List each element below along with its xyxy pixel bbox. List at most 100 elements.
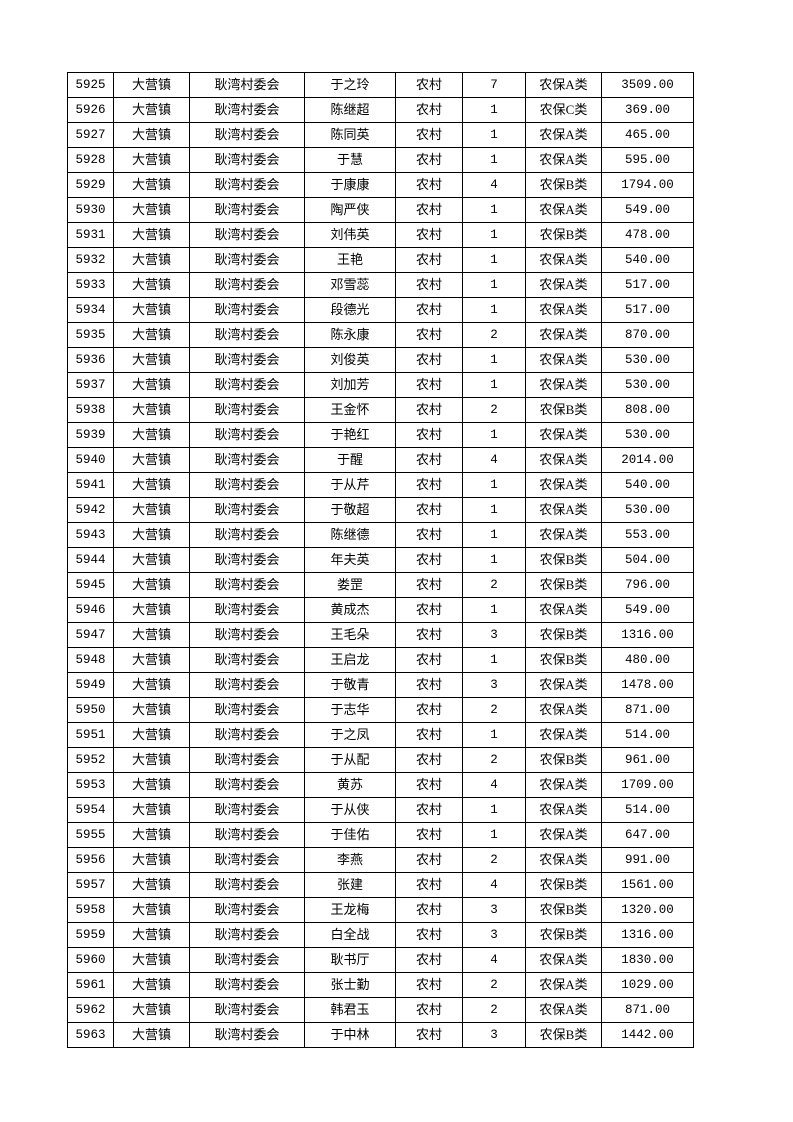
serial-number-cell: 5932 — [67, 247, 114, 273]
area-type-cell: 农村 — [395, 697, 463, 723]
household-size-cell: 1 — [462, 122, 526, 148]
serial-number-cell: 5938 — [67, 397, 114, 423]
town-cell: 大营镇 — [113, 797, 190, 823]
area-type-cell: 农村 — [395, 222, 463, 248]
household-size-cell: 1 — [462, 347, 526, 373]
amount-cell: 2014.00 — [601, 447, 694, 473]
table-row: 5942 大营镇 耿湾村委会 于敬超 农村 1 农保A类 530.00 — [67, 497, 694, 523]
insurance-category-cell: 农保A类 — [525, 822, 602, 848]
insurance-category-cell: 农保A类 — [525, 122, 602, 148]
amount-cell: 549.00 — [601, 197, 694, 223]
table-row: 5949 大营镇 耿湾村委会 于敬青 农村 3 农保A类 1478.00 — [67, 672, 694, 698]
name-cell: 于佳佑 — [304, 822, 396, 848]
table-row: 5961 大营镇 耿湾村委会 张士勤 农村 2 农保A类 1029.00 — [67, 972, 694, 998]
village-committee-cell: 耿湾村委会 — [189, 297, 305, 323]
table-row: 5933 大营镇 耿湾村委会 邓雪蕊 农村 1 农保A类 517.00 — [67, 272, 694, 298]
town-cell: 大营镇 — [113, 922, 190, 948]
table-row: 5954 大营镇 耿湾村委会 于从侠 农村 1 农保A类 514.00 — [67, 797, 694, 823]
household-size-cell: 1 — [462, 647, 526, 673]
name-cell: 于醒 — [304, 447, 396, 473]
town-cell: 大营镇 — [113, 622, 190, 648]
amount-cell: 595.00 — [601, 147, 694, 173]
table-row: 5939 大营镇 耿湾村委会 于艳红 农村 1 农保A类 530.00 — [67, 422, 694, 448]
household-size-cell: 1 — [462, 247, 526, 273]
table-row: 5960 大营镇 耿湾村委会 耿书厅 农村 4 农保A类 1830.00 — [67, 947, 694, 973]
name-cell: 于艳红 — [304, 422, 396, 448]
table-row: 5934 大营镇 耿湾村委会 段德光 农村 1 农保A类 517.00 — [67, 297, 694, 323]
household-size-cell: 1 — [462, 222, 526, 248]
village-committee-cell: 耿湾村委会 — [189, 797, 305, 823]
household-size-cell: 3 — [462, 672, 526, 698]
serial-number-cell: 5937 — [67, 372, 114, 398]
name-cell: 于敬青 — [304, 672, 396, 698]
village-committee-cell: 耿湾村委会 — [189, 222, 305, 248]
name-cell: 王毛朵 — [304, 622, 396, 648]
insurance-category-cell: 农保A类 — [525, 347, 602, 373]
table-row: 5932 大营镇 耿湾村委会 王艳 农村 1 农保A类 540.00 — [67, 247, 694, 273]
table-row: 5953 大营镇 耿湾村委会 黄苏 农村 4 农保A类 1709.00 — [67, 772, 694, 798]
name-cell: 刘加芳 — [304, 372, 396, 398]
name-cell: 于志华 — [304, 697, 396, 723]
town-cell: 大营镇 — [113, 297, 190, 323]
table-row: 5959 大营镇 耿湾村委会 白全战 农村 3 农保B类 1316.00 — [67, 922, 694, 948]
serial-number-cell: 5958 — [67, 897, 114, 923]
amount-cell: 647.00 — [601, 822, 694, 848]
household-size-cell: 1 — [462, 497, 526, 523]
household-size-cell: 4 — [462, 172, 526, 198]
household-size-cell: 1 — [462, 472, 526, 498]
household-size-cell: 7 — [462, 72, 526, 98]
town-cell: 大营镇 — [113, 822, 190, 848]
amount-cell: 530.00 — [601, 422, 694, 448]
village-committee-cell: 耿湾村委会 — [189, 347, 305, 373]
insurance-category-cell: 农保B类 — [525, 572, 602, 598]
insurance-category-cell: 农保B类 — [525, 897, 602, 923]
village-committee-cell: 耿湾村委会 — [189, 472, 305, 498]
village-committee-cell: 耿湾村委会 — [189, 572, 305, 598]
insurance-category-cell: 农保B类 — [525, 647, 602, 673]
table-row: 5950 大营镇 耿湾村委会 于志华 农村 2 农保A类 871.00 — [67, 697, 694, 723]
name-cell: 陈同英 — [304, 122, 396, 148]
village-committee-cell: 耿湾村委会 — [189, 147, 305, 173]
town-cell: 大营镇 — [113, 72, 190, 98]
table-row: 5963 大营镇 耿湾村委会 于中林 农村 3 农保B类 1442.00 — [67, 1022, 694, 1048]
table-row: 5940 大营镇 耿湾村委会 于醒 农村 4 农保A类 2014.00 — [67, 447, 694, 473]
serial-number-cell: 5936 — [67, 347, 114, 373]
serial-number-cell: 5927 — [67, 122, 114, 148]
name-cell: 王启龙 — [304, 647, 396, 673]
insurance-category-cell: 农保A类 — [525, 947, 602, 973]
household-size-cell: 4 — [462, 872, 526, 898]
village-committee-cell: 耿湾村委会 — [189, 922, 305, 948]
area-type-cell: 农村 — [395, 647, 463, 673]
insurance-category-cell: 农保A类 — [525, 322, 602, 348]
name-cell: 陈继德 — [304, 522, 396, 548]
village-committee-cell: 耿湾村委会 — [189, 1022, 305, 1048]
serial-number-cell: 5935 — [67, 322, 114, 348]
table-row: 5927 大营镇 耿湾村委会 陈同英 农村 1 农保A类 465.00 — [67, 122, 694, 148]
serial-number-cell: 5926 — [67, 97, 114, 123]
area-type-cell: 农村 — [395, 947, 463, 973]
serial-number-cell: 5948 — [67, 647, 114, 673]
insurance-category-cell: 农保C类 — [525, 97, 602, 123]
area-type-cell: 农村 — [395, 522, 463, 548]
serial-number-cell: 5949 — [67, 672, 114, 698]
serial-number-cell: 5940 — [67, 447, 114, 473]
insurance-category-cell: 农保B类 — [525, 397, 602, 423]
household-size-cell: 1 — [462, 147, 526, 173]
serial-number-cell: 5952 — [67, 747, 114, 773]
village-committee-cell: 耿湾村委会 — [189, 622, 305, 648]
village-committee-cell: 耿湾村委会 — [189, 947, 305, 973]
insurance-category-cell: 农保A类 — [525, 797, 602, 823]
insurance-category-cell: 农保A类 — [525, 422, 602, 448]
name-cell: 于敬超 — [304, 497, 396, 523]
town-cell: 大营镇 — [113, 647, 190, 673]
area-type-cell: 农村 — [395, 547, 463, 573]
serial-number-cell: 5953 — [67, 772, 114, 798]
insurance-category-cell: 农保A类 — [525, 497, 602, 523]
town-cell: 大营镇 — [113, 897, 190, 923]
town-cell: 大营镇 — [113, 972, 190, 998]
area-type-cell: 农村 — [395, 347, 463, 373]
insurance-category-cell: 农保A类 — [525, 247, 602, 273]
area-type-cell: 农村 — [395, 197, 463, 223]
amount-cell: 514.00 — [601, 797, 694, 823]
area-type-cell: 农村 — [395, 572, 463, 598]
